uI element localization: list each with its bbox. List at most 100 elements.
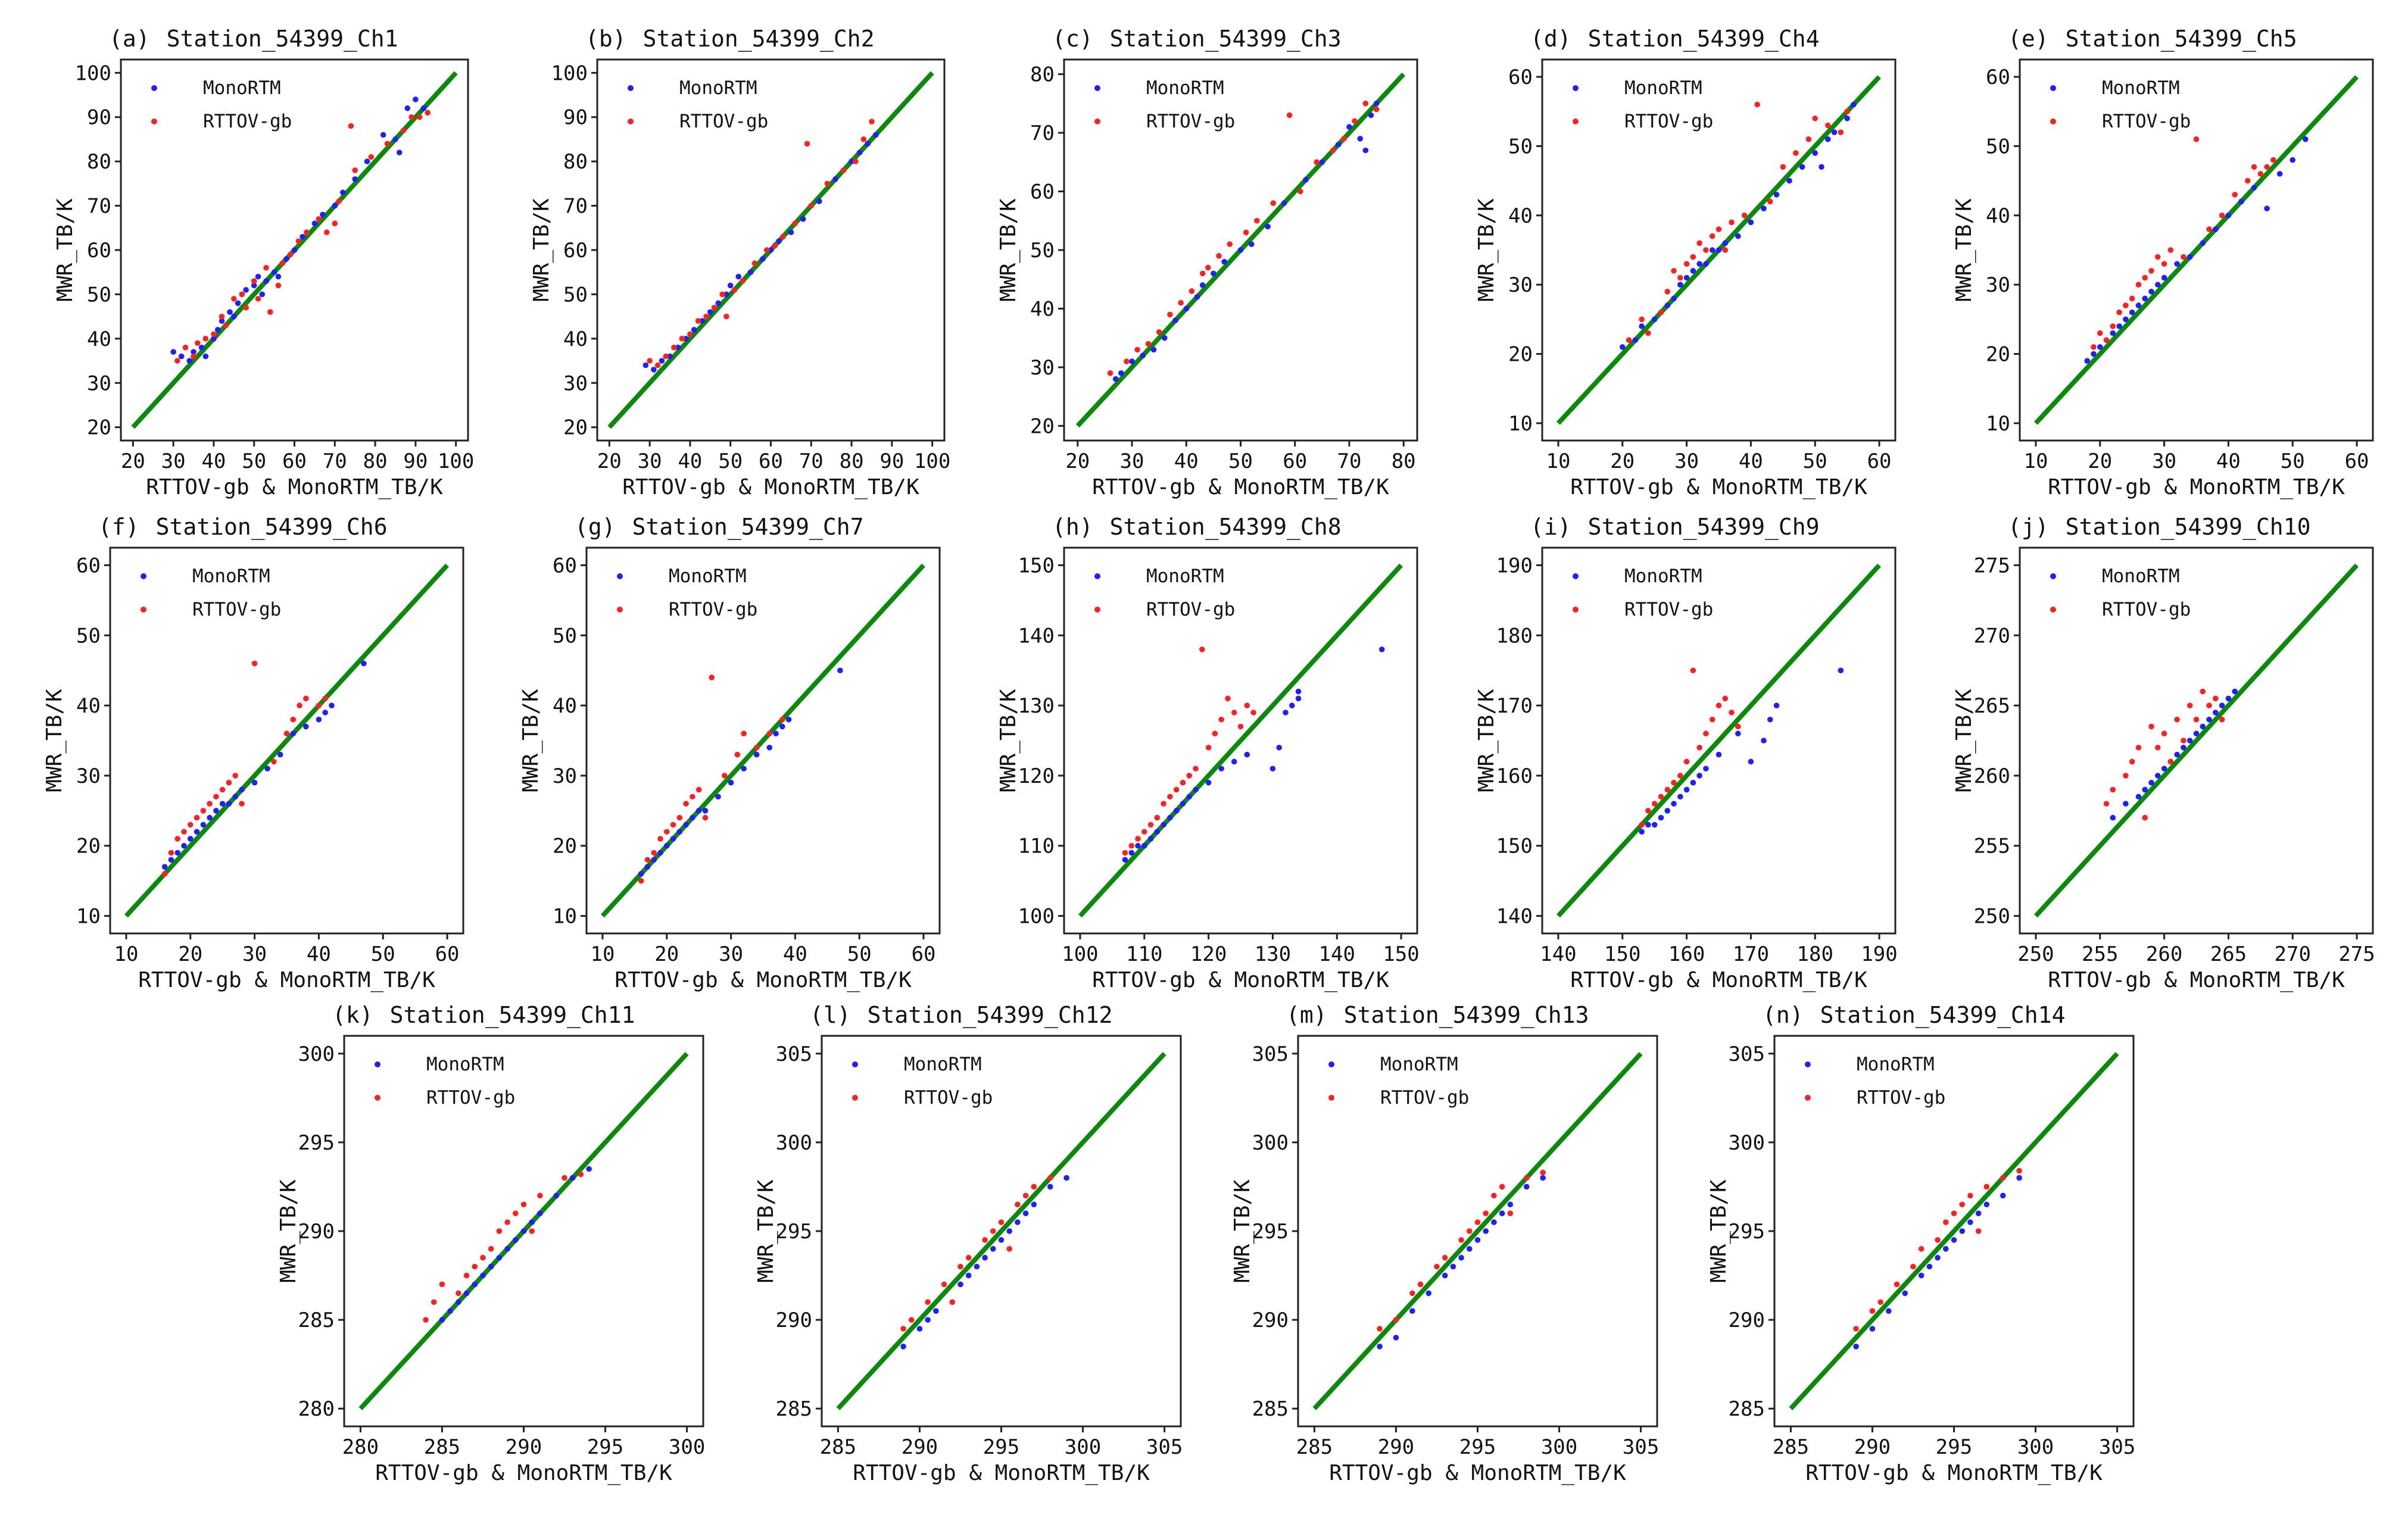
y-tick-label: 305 [1729, 1042, 1765, 1066]
data-point [1276, 744, 1282, 751]
one-to-one-line [1312, 1052, 1643, 1410]
x-axis-label: RTTOV-gb & MonoRTM_TB/K [375, 1461, 672, 1485]
data-point [263, 264, 269, 271]
panel-title: (i) Station_54399_Ch9 [1530, 514, 1820, 541]
data-point [1129, 358, 1135, 364]
data-point [690, 814, 695, 821]
data-point [1180, 801, 1186, 807]
x-tick-label: 295 [587, 1435, 623, 1459]
panel-tag: (g) [575, 514, 616, 540]
data-point [1218, 766, 1224, 772]
data-point [2123, 773, 2129, 779]
legend-label: RTTOV-gb [1624, 111, 1713, 132]
one-to-one-line [124, 563, 449, 918]
data-point [849, 158, 854, 164]
legend-marker [852, 1095, 858, 1101]
y-tick-label: 265 [1974, 694, 2010, 718]
data-point [1335, 141, 1342, 148]
data-point [982, 1254, 988, 1261]
panel-c: 20 30 40 50 60 70 80 20 30 40 50 60 70 80 (c) Station_5… [996, 26, 1418, 499]
x-tick-label: 120 [1190, 942, 1227, 966]
data-point [1703, 261, 1709, 267]
data-point [1225, 695, 1231, 702]
x-tick-label: 295 [1459, 1435, 1496, 1459]
y-tick-label: 20 [553, 835, 577, 858]
legend-marker [1573, 118, 1579, 124]
data-point [295, 238, 302, 244]
data-point [1767, 198, 1773, 205]
data-point [1735, 730, 1741, 737]
x-tick-label: 30 [242, 942, 267, 966]
data-point [837, 667, 843, 673]
series-monortm [161, 660, 367, 870]
data-point [709, 674, 715, 680]
data-point [1442, 1272, 1448, 1279]
data-point [1671, 779, 1677, 786]
x-tick-label: 100 [438, 449, 474, 473]
data-point [1664, 289, 1671, 295]
data-point [1869, 1308, 1876, 1314]
data-point [255, 296, 261, 302]
y-tick-label: 285 [1252, 1397, 1289, 1421]
x-tick-label: 300 [2017, 1435, 2054, 1459]
data-point [1626, 337, 1632, 343]
y-tick-label: 190 [1496, 554, 1533, 577]
data-point [965, 1254, 972, 1261]
y-tick-label: 305 [776, 1042, 812, 1066]
data-point [1186, 794, 1193, 800]
plot-frame [2019, 546, 2374, 935]
x-axis-label: RTTOV-gb & MonoRTM_TB/K [2048, 475, 2345, 499]
data-point [690, 794, 695, 800]
data-point [1671, 268, 1677, 274]
data-point [1330, 147, 1336, 154]
data-point [2200, 240, 2206, 246]
legend: MonoRTM RTTOV-gb [151, 77, 292, 132]
x-tick-label: 265 [2210, 942, 2247, 966]
data-point [2161, 730, 2167, 737]
x-tick-label: 130 [1255, 942, 1291, 966]
data-point [657, 836, 663, 842]
data-point [181, 842, 187, 849]
data-point [2103, 337, 2110, 343]
series-rttov-gb [900, 1175, 1053, 1332]
plot-frame [1063, 546, 1418, 935]
data-point [702, 814, 709, 821]
data-point [1886, 1308, 1892, 1314]
data-point [1824, 122, 1831, 129]
data-point [496, 1254, 503, 1261]
data-point [1426, 1290, 1432, 1297]
plot-frame [1541, 546, 1897, 935]
data-point [1409, 1290, 1415, 1297]
x-tick-label: 30 [1120, 449, 1144, 473]
data-point [2135, 744, 2142, 751]
y-tick-label: 140 [1496, 905, 1533, 929]
y-tick-label: 170 [1496, 694, 1533, 718]
data-point [2251, 185, 2257, 191]
data-point [431, 1299, 437, 1306]
data-point [785, 716, 792, 723]
data-point [413, 96, 419, 102]
one-to-one-line [2034, 563, 2359, 918]
data-point [2097, 344, 2103, 350]
data-point [900, 1344, 906, 1350]
y-tick-label: 180 [1496, 624, 1533, 648]
data-point [1211, 270, 1217, 277]
x-axis-label: RTTOV-gb & MonoRTM_TB/K [1570, 968, 1867, 992]
data-point [1022, 1192, 1029, 1199]
data-point [1122, 857, 1128, 863]
plot-frame [109, 546, 464, 935]
data-point [251, 282, 257, 289]
data-point [2135, 794, 2142, 800]
y-tick-label: 80 [563, 150, 588, 174]
x-tick-label: 20 [1065, 449, 1090, 473]
legend-label: MonoRTM [2102, 566, 2180, 587]
data-point [1393, 1317, 1399, 1323]
data-point [1107, 370, 1113, 376]
data-point [231, 313, 237, 320]
data-point [174, 358, 180, 364]
series-rttov-gb [423, 1171, 584, 1323]
panel-f: 10 20 30 40 50 60 10 20 30 40 50 60 (f) Station_54399… [42, 514, 464, 992]
x-tick-label: 60 [912, 942, 936, 966]
series-monortm [638, 667, 843, 877]
data-point [1951, 1237, 1957, 1243]
